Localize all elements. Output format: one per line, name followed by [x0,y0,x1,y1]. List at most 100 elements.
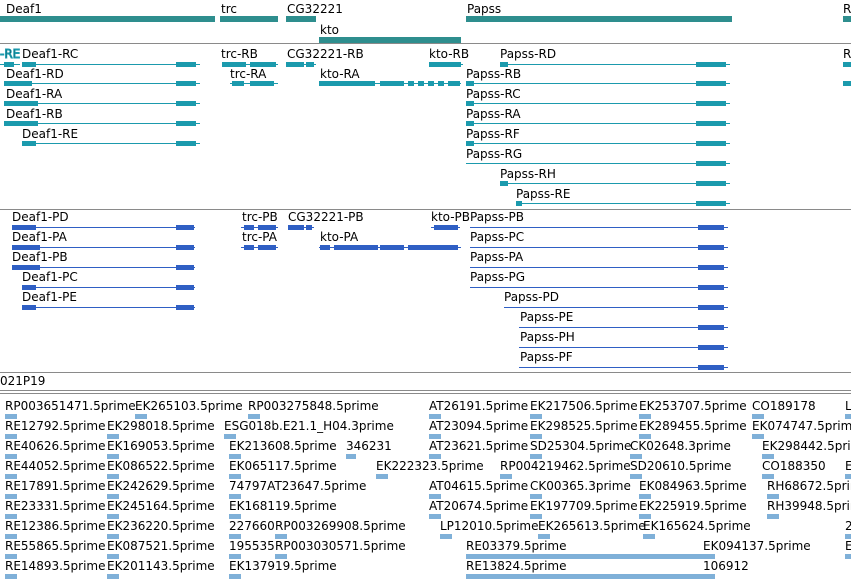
transcript-feature[interactable]: Papss-RG [466,147,730,166]
protein-feature[interactable]: Papss-PD [504,290,728,310]
transcript-feature[interactable]: Papss-RH [500,167,730,186]
est-feature[interactable]: 227660 [229,519,275,539]
est-feature[interactable]: 74797AT23647.5prime [229,479,366,499]
est-feature[interactable]: AT23621.5prime [429,439,528,459]
est-feature[interactable]: EK201143.5prime [107,559,215,579]
est-feature[interactable]: RE23331.5prime [5,499,106,519]
est-feature[interactable]: RH39948.5prime [767,499,851,519]
transcript-feature[interactable]: trc-RA [230,67,278,86]
est-feature[interactable]: EK168119.5prime [229,499,337,519]
est-feature[interactable]: AT23094.5prime [429,419,528,439]
protein-feature[interactable]: Papss-PA [470,250,728,270]
transcript-feature[interactable]: Papss-RC [466,87,730,106]
est-feature[interactable]: RE55865.5prime [5,539,106,559]
est-feature[interactable]: L [845,399,851,419]
est-feature[interactable]: EK298018.5prime [107,419,215,439]
transcript-feature[interactable]: Papss-RF [466,127,730,146]
transcript-feature[interactable]: Papss-RE [516,187,730,206]
est-feature[interactable]: EK225919.5prime [639,499,747,519]
gene-feature[interactable]: Deaf1 [0,2,215,22]
protein-feature[interactable]: Deaf1-PC [22,270,195,290]
gene-feature[interactable]: Papss [466,2,732,22]
protein-feature[interactable]: Deaf1-PA [12,230,195,250]
est-feature[interactable]: EK265103.5prime [135,399,243,419]
est-feature[interactable]: E [845,539,851,559]
protein-feature[interactable]: Papss-PC [470,230,728,250]
est-feature[interactable]: CK02648.3prime [630,439,731,459]
protein-feature[interactable]: Papss-PB [470,210,728,230]
protein-feature[interactable]: Deaf1-PB [12,250,195,270]
est-feature[interactable]: RE40626.5prime [5,439,106,459]
transcript-feature[interactable]: Deaf1-RA [4,87,200,106]
transcript-feature[interactable]: Deaf1-RD [4,67,200,86]
est-feature[interactable]: CO189178 [752,399,816,419]
transcript-feature[interactable]: Papss-RA [466,107,730,126]
est-feature[interactable]: RE13824.5prime [466,559,706,579]
est-feature[interactable]: SD20610.5prime [630,459,731,479]
est-feature[interactable]: CK00365.3prime [530,479,631,499]
protein-feature[interactable]: Deaf1-PE [22,290,195,310]
est-feature[interactable]: RE17891.5prime [5,479,106,499]
protein-feature[interactable]: trc-PA [241,230,278,250]
est-feature[interactable]: EK217506.5prime [530,399,638,419]
protein-feature[interactable]: CG32221-PB [288,210,364,230]
est-feature[interactable]: RE12792.5prime [5,419,106,439]
est-feature[interactable]: EK169053.5prime [107,439,215,459]
est-feature[interactable]: AT04615.5prime [429,479,528,499]
est-feature[interactable]: RE44052.5prime [5,459,106,479]
protein-feature[interactable]: Deaf1-PD [12,210,195,230]
protein-feature[interactable]: Papss-PG [470,270,728,290]
protein-feature[interactable]: trc-PB [241,210,278,230]
est-feature[interactable]: 346231 [346,439,392,459]
transcript-feature[interactable]: Papss-RB [466,67,730,86]
protein-feature[interactable]: Papss-PH [519,330,728,350]
est-feature[interactable]: EK213608.5prime [229,439,337,459]
transcript-feature[interactable]: CG32221-RB [286,47,364,67]
transcript-feature[interactable]: Deaf1-RC [22,47,200,67]
est-feature[interactable]: EK298442.5prime [762,439,851,459]
est-feature[interactable]: RH68672.5prime [767,479,851,499]
est-feature[interactable]: EK222323.5prime [376,459,484,479]
clone-label[interactable]: 021P19 [0,374,45,388]
est-feature[interactable]: EK236220.5prime [107,519,215,539]
est-feature[interactable]: EK084963.5prime [639,479,747,499]
est-feature[interactable]: EK087521.5prime [107,539,215,559]
est-feature[interactable]: RE14893.5prime [5,559,106,579]
est-feature[interactable]: RP003275848.5prime [248,399,379,419]
est-feature[interactable]: 195535 [229,539,275,559]
est-feature[interactable]: EK065117.5prime [229,459,337,479]
protein-feature[interactable]: Papss-PF [519,350,728,370]
est-feature[interactable]: EK298525.5prime [530,419,638,439]
est-feature[interactable]: 2 [845,519,851,539]
est-feature[interactable]: E [845,459,851,479]
transcript-feature[interactable]: Deaf1-RB [4,107,200,126]
est-feature[interactable]: RE03379.5prime [466,539,706,559]
est-feature[interactable]: AT26191.5prime [429,399,528,419]
gene-feature[interactable]: CG32221 [286,2,343,22]
est-feature[interactable]: EK197709.5prime [530,499,638,519]
protein-feature[interactable]: kto-PB [431,210,470,230]
est-feature[interactable]: RP003030571.5prime [275,539,406,559]
est-feature[interactable]: EK074747.5prime [752,419,851,439]
est-feature[interactable]: 106912 [703,559,749,579]
est-feature[interactable]: RE12386.5prime [5,519,106,539]
transcript-feature[interactable]: Deaf1-RE [22,127,200,146]
transcript-feature[interactable]: Papss-RD [500,47,730,67]
est-feature[interactable]: RP003651471.5prime [5,399,136,419]
est-feature[interactable]: AT20674.5prime [429,499,528,519]
est-feature[interactable]: EK137919.5prime [229,559,337,579]
est-feature[interactable]: EK245164.5prime [107,499,215,519]
transcript-feature[interactable]: kto-RA [319,67,461,86]
est-feature[interactable]: LP12010.5prime [440,519,539,539]
est-feature[interactable]: RP003269908.5prime [275,519,406,539]
est-feature[interactable]: CO188350 [762,459,826,479]
est-feature[interactable]: EK094137.5prime [703,539,811,559]
est-feature[interactable]: EK253707.5prime [639,399,747,419]
transcript-feature[interactable]: trc-RB [221,47,278,67]
protein-feature[interactable]: Papss-PE [519,310,728,330]
transcript-feature[interactable]: kto-RB [429,47,469,67]
est-feature[interactable]: EK086522.5prime [107,459,215,479]
est-feature[interactable]: EK165624.5prime [643,519,751,539]
gene-feature[interactable]: R [843,2,851,22]
protein-feature[interactable]: kto-PA [319,230,461,250]
